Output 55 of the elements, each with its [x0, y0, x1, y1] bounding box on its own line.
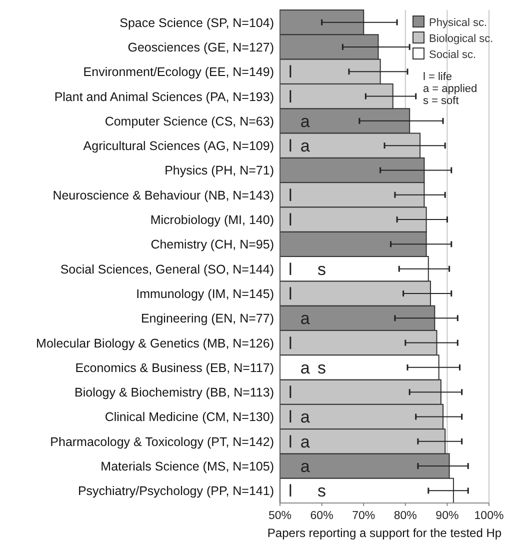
- annotation: l: [288, 334, 292, 353]
- annotation: s: [318, 260, 326, 279]
- x-tick-label: 100%: [474, 510, 504, 522]
- y-tick-label: Engineering (EN, N=77): [140, 312, 274, 326]
- annotation: l = life: [423, 71, 452, 83]
- annotation: a: [300, 432, 310, 452]
- legend-label: Social sc.: [429, 49, 476, 61]
- x-tick-label: 90%: [436, 510, 459, 522]
- y-tick-label: Clinical Medicine (CM, N=130): [104, 410, 274, 424]
- annotation: l: [288, 62, 292, 82]
- y-tick-label: Social Sciences, General (SO, N=144): [60, 262, 274, 276]
- annotation: l: [288, 432, 292, 452]
- y-tick-label: Pharmacology & Toxicology (PT, N=142): [50, 434, 274, 449]
- annotation: a: [300, 358, 310, 378]
- y-tick-label: Microbiology (MI, 140): [150, 213, 274, 228]
- annotation: a: [300, 136, 310, 156]
- y-tick-label: Environment/Ecology (EE, N=149): [83, 65, 274, 80]
- annotation: s: [318, 358, 326, 378]
- x-tick-label: 80%: [394, 510, 417, 522]
- annotation: l: [288, 186, 292, 205]
- y-tick-label: Agricultural Sciences (AG, N=109): [83, 139, 274, 154]
- legend-label: Biological sc.: [429, 33, 494, 45]
- y-tick-label: Materials Science (MS, N=105): [100, 460, 274, 474]
- y-tick-label: Physics (PH, N=71): [164, 164, 274, 178]
- annotation: s: [318, 482, 326, 501]
- annotation: l: [288, 210, 292, 230]
- y-tick-label: Space Science (SP, N=104): [120, 16, 274, 30]
- x-tick-label: 60%: [310, 510, 334, 522]
- annotation: a: [300, 112, 310, 131]
- annotation: l: [288, 87, 292, 106]
- y-tick-label: Plant and Animal Sciences (PA, N=193): [54, 90, 274, 104]
- y-tick-label: Biology & Biochemistry (BB, N=113): [74, 386, 274, 400]
- annotation: l: [288, 284, 292, 304]
- annotation: l: [288, 136, 292, 156]
- y-tick-label: Chemistry (CH, N=95): [150, 238, 274, 252]
- annotation: l: [288, 482, 292, 501]
- annotation: l: [288, 408, 292, 427]
- annotation: l: [288, 260, 292, 279]
- annotation: a: [300, 408, 310, 427]
- y-tick-label: Neuroscience & Behaviour (NB, N=143): [52, 188, 274, 202]
- y-tick-label: Computer Science (CS, N=63): [104, 114, 274, 128]
- y-tick-label: Molecular Biology & Genetics (MB, N=126): [36, 336, 274, 350]
- legend-label: Physical sc.: [429, 17, 488, 29]
- x-axis-title: Papers reporting a support for the tested Hp: [267, 526, 502, 540]
- x-tick-label: 70%: [352, 510, 376, 522]
- y-tick-label: Psychiatry/Psychology (PP, N=141): [78, 484, 274, 498]
- y-tick-label: Economics & Business (EB, N=117): [75, 360, 274, 375]
- annotation: a: [300, 457, 310, 476]
- y-tick-label: Geosciences (GE, N=127): [128, 40, 274, 54]
- annotation: a = applied: [423, 83, 478, 95]
- x-tick-label: 50%: [268, 510, 292, 522]
- annotation: s = soft: [423, 95, 459, 107]
- annotation: a: [300, 309, 310, 328]
- annotation: l: [288, 383, 292, 402]
- y-tick-label: Immunology (IM, N=145): [136, 286, 274, 301]
